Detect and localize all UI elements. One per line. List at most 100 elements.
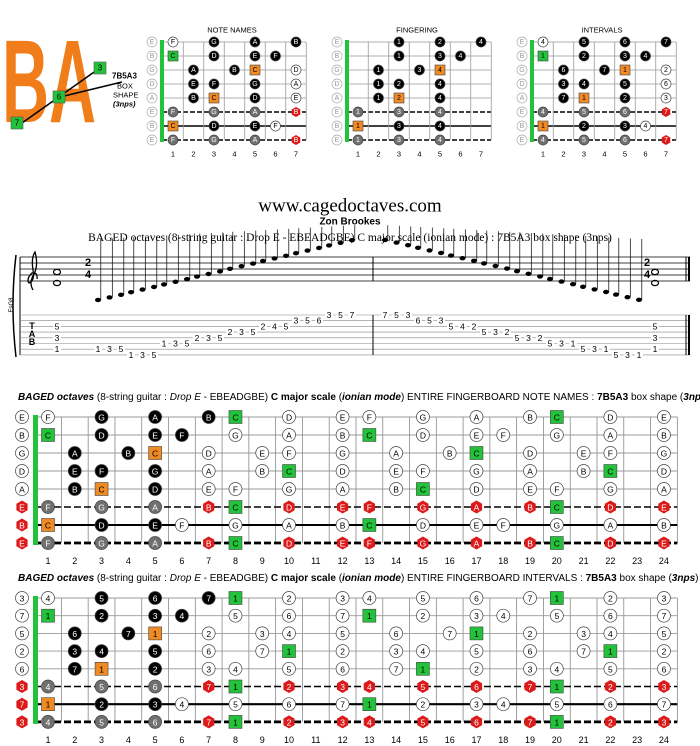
tab-bg	[414, 316, 422, 325]
note-label: A	[294, 81, 299, 88]
note-circle	[335, 608, 350, 623]
fret-number: 4	[126, 556, 131, 566]
note-label: A	[661, 485, 667, 495]
open-circle	[516, 36, 528, 48]
note-head	[139, 287, 146, 292]
note-label: F	[233, 485, 238, 495]
note-label: C	[170, 53, 175, 60]
note-circle	[94, 591, 109, 605]
note-circle	[576, 644, 591, 658]
note-circle	[208, 106, 220, 118]
note-label: E	[340, 503, 346, 513]
note-circle	[94, 410, 109, 424]
note-label: 5	[20, 629, 25, 639]
note-head	[459, 256, 466, 261]
note-label: G	[339, 449, 346, 459]
note-label: 7	[528, 717, 533, 727]
note-circle	[657, 464, 671, 478]
note-label: 4	[501, 700, 506, 710]
note-circle	[657, 661, 671, 676]
note-circle	[188, 92, 199, 104]
open-circle	[516, 78, 528, 90]
tab-number: 1	[653, 344, 658, 354]
note-head	[326, 243, 332, 248]
tab-number: 5	[614, 350, 619, 360]
staff-label: EsG8	[9, 297, 15, 313]
note-circle	[549, 482, 564, 496]
note-label: 6	[662, 664, 667, 674]
logo-marker	[93, 61, 107, 75]
note-label: 6	[664, 81, 668, 88]
note-label: 1	[233, 717, 238, 727]
note-label: G	[232, 521, 239, 531]
note-label: D	[206, 449, 212, 459]
tab-bg	[602, 345, 610, 354]
note-label: G	[420, 539, 427, 549]
tab-bg	[590, 345, 599, 354]
note-square	[41, 428, 55, 442]
note-hexagon	[604, 715, 616, 729]
note-head	[52, 268, 62, 276]
note-hexagon	[337, 680, 349, 693]
note-square	[550, 715, 564, 729]
note-label: 1	[356, 137, 360, 144]
note-circle	[523, 464, 537, 478]
note-circle	[537, 134, 549, 146]
note-label: 4	[99, 647, 104, 657]
note-circle	[94, 518, 109, 532]
note-circle	[352, 134, 364, 146]
note-head	[492, 263, 499, 269]
open-label: E	[150, 137, 155, 144]
tab-bg	[117, 345, 125, 354]
note-label: B	[294, 109, 299, 116]
tab-number: 6	[317, 316, 322, 326]
note-circle	[201, 482, 216, 496]
open-circle	[516, 50, 528, 62]
heading-part: box shape (	[628, 392, 684, 403]
note-label: F	[99, 467, 104, 477]
mini-nut	[160, 40, 164, 142]
note-circle	[393, 50, 405, 62]
note-label: 5	[608, 664, 613, 674]
note-square	[469, 626, 484, 641]
note-circle	[121, 446, 136, 460]
note-label: 4	[46, 682, 51, 692]
open-circle	[146, 50, 158, 62]
note-head	[393, 240, 400, 245]
note-circle	[255, 464, 270, 478]
note-label: C	[232, 539, 238, 549]
open-label: G	[519, 67, 524, 74]
note-label: B	[206, 539, 212, 549]
note-label: 5	[554, 700, 559, 710]
fret-number: 10	[284, 735, 294, 745]
note-circle	[640, 120, 651, 132]
fret-number: 9	[260, 735, 265, 745]
heading-part: 7B5A3	[586, 573, 618, 584]
note-square	[167, 120, 179, 132]
note-circle	[94, 608, 109, 623]
logo-marker-label: 3	[98, 64, 103, 73]
open-label: A	[150, 95, 155, 102]
note-label: F	[273, 53, 277, 60]
note-label: G	[98, 503, 105, 513]
note-label: C	[45, 521, 51, 531]
note-circle	[389, 644, 403, 658]
note-label: 1	[356, 109, 360, 116]
note-label: 5	[233, 700, 238, 710]
note-hexagon	[203, 500, 215, 514]
note-label: 2	[287, 682, 292, 692]
note-circle	[578, 78, 590, 90]
note-label: B	[232, 67, 237, 74]
note-head	[624, 295, 631, 300]
tab-number: 4	[272, 321, 277, 331]
note-label: F	[501, 521, 506, 531]
tab-bg	[193, 333, 201, 342]
note-circle	[578, 106, 590, 118]
fret-number: 24	[659, 735, 669, 745]
mini-fret-number: 4	[602, 150, 606, 159]
note-circle	[67, 661, 82, 676]
note-label: 7	[72, 664, 77, 674]
note-circle	[175, 518, 189, 532]
note-label: 7	[603, 67, 607, 74]
note-label: B	[340, 431, 346, 441]
